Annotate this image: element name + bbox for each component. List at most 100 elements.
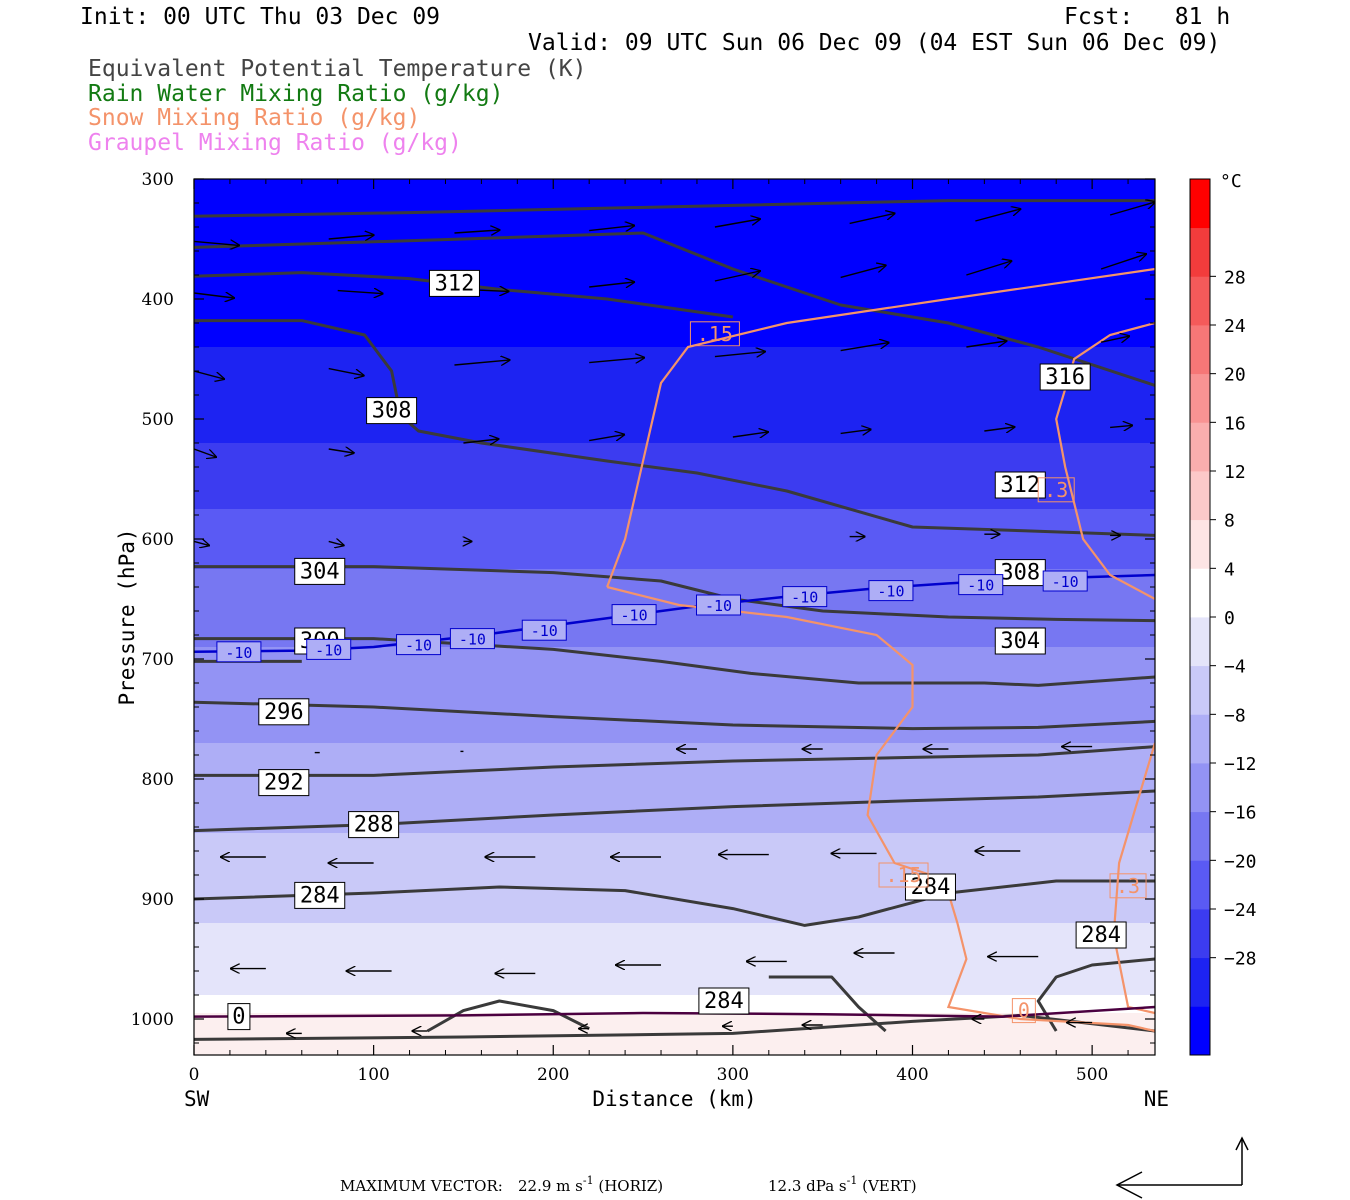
theta-e-contour	[194, 199, 1155, 218]
snow-label: 0	[1018, 999, 1030, 1023]
theta-e-contour	[194, 879, 1155, 927]
colorbar-tick-label: 20	[1224, 365, 1246, 386]
colorbar-tick-label: −28	[1224, 949, 1257, 970]
colorbar-tick-label: 8	[1224, 511, 1235, 532]
theta-e-label-box	[258, 698, 310, 726]
wind-vector	[337, 291, 383, 294]
colorbar-tick-label: −8	[1224, 705, 1246, 726]
wind-vector	[194, 293, 234, 298]
y-tick-label: 500	[142, 410, 174, 430]
snow-label: .15	[697, 322, 733, 346]
colorbar-swatch	[1190, 811, 1210, 861]
reference-vector-vertical-head	[1235, 1136, 1249, 1151]
snow-mixing-ratio-contour	[1055, 321, 1155, 600]
x-axis-left-end-label: SW	[184, 1087, 210, 1111]
theta-e-contour	[194, 1013, 1155, 1041]
colorbar-swatch	[1190, 714, 1210, 764]
wind-vector	[1100, 254, 1146, 270]
forecast-hour: Fcst: 81 h	[1064, 4, 1231, 30]
x-tick-label: 200	[537, 1065, 569, 1085]
theta-e-label-box	[348, 811, 400, 839]
theta-e-label-box	[366, 397, 418, 425]
wind-vector	[463, 439, 498, 443]
colorbar-swatch	[1190, 519, 1210, 569]
colorbar-tick-label: 4	[1224, 559, 1235, 580]
temperature-label: -10	[531, 622, 558, 640]
temperature-label: -10	[967, 577, 994, 595]
wind-vector	[714, 352, 765, 357]
snow-label: .3	[1044, 478, 1068, 502]
colorbar-swatch	[1190, 617, 1210, 667]
colorbar-swatch	[1190, 665, 1210, 715]
wind-vector	[732, 432, 768, 437]
wind-vector	[589, 226, 634, 231]
theta-e-label: 296	[264, 700, 304, 725]
theta-e-label-box	[227, 1003, 251, 1031]
wind-vector	[714, 271, 760, 282]
wind-vector	[328, 235, 374, 239]
theta-e-label: 284	[1081, 923, 1121, 948]
wind-vector	[1100, 336, 1129, 342]
theta-e-contour	[194, 745, 1155, 777]
colorbar-swatch	[1190, 179, 1210, 229]
wind-vector	[589, 282, 634, 287]
colorbar-tick-label: −12	[1224, 754, 1257, 775]
snow-mixing-ratio-contour	[606, 585, 950, 894]
wind-vector	[1109, 202, 1155, 216]
theta-e-label: 284	[300, 883, 340, 908]
theta-e-contour	[768, 975, 887, 1033]
snow-label: .15	[885, 863, 921, 887]
x-tick-label: 500	[1076, 1065, 1108, 1085]
temperature-label-box	[396, 634, 442, 656]
colorbar-tick-label: −20	[1224, 851, 1257, 872]
temperature-label-box	[1042, 570, 1088, 592]
y-tick-label: 400	[142, 290, 174, 310]
field-legend-2: Snow Mixing Ratio (g/kg)	[88, 105, 421, 131]
colorbar-tick-label: 12	[1224, 462, 1246, 483]
wind-vector	[840, 343, 889, 352]
wind-vector	[975, 209, 1020, 222]
wind-vector	[194, 241, 239, 245]
colorbar-swatch	[1190, 1006, 1210, 1056]
y-tick-label: 800	[142, 770, 174, 790]
colorbar-tick-label: −24	[1224, 900, 1257, 921]
temperature-label-box	[521, 619, 567, 641]
theta-e-label: 304	[1000, 629, 1040, 654]
init-time: Init: 00 UTC Thu 03 Dec 09	[80, 4, 441, 30]
temperature-label: -10	[459, 631, 486, 649]
colorbar-swatch	[1190, 325, 1210, 375]
theta-e-label-box	[1075, 921, 1127, 949]
colorbar-tick-label: −16	[1224, 803, 1257, 824]
temperature-band	[194, 179, 1155, 348]
colorbar-swatch	[1190, 568, 1210, 618]
colorbar-tick-label: 16	[1224, 413, 1246, 434]
theta-e-label: 292	[264, 771, 304, 796]
x-tick-label: 400	[896, 1065, 928, 1085]
y-axis-label: Pressure (hPa)	[115, 528, 139, 705]
theta-e-label: 316	[1045, 365, 1085, 390]
wind-vector	[840, 429, 871, 433]
theta-e-label: 312	[1000, 473, 1040, 498]
temperature-label: -10	[1052, 573, 1079, 591]
colorbar-swatch	[1190, 373, 1210, 423]
theta-e-label: 308	[372, 399, 412, 424]
wind-vector	[194, 541, 209, 545]
theta-e-label: 304	[300, 559, 340, 584]
temperature-label: -10	[705, 597, 732, 615]
wind-vector	[966, 341, 1006, 348]
temperature-label: -10	[315, 641, 342, 659]
temperature-label-box	[611, 604, 657, 626]
wind-vector	[984, 427, 1014, 431]
max-vector-horizontal: 22.9 m s-1 (HORIZ)	[518, 1174, 663, 1195]
field-legend-3: Graupel Mixing Ratio (g/kg)	[88, 130, 462, 156]
snow-label-box	[878, 862, 929, 888]
x-axis-right-end-label: NE	[1144, 1087, 1169, 1111]
theta-e-contour	[194, 231, 1155, 387]
theta-e-label-box	[994, 471, 1046, 499]
temperature-band	[194, 833, 1155, 924]
theta-e-label-box	[294, 881, 346, 909]
theta-e-label-box	[698, 987, 750, 1015]
theta-e-contour	[426, 999, 590, 1033]
theta-e-contour	[1036, 957, 1155, 1032]
